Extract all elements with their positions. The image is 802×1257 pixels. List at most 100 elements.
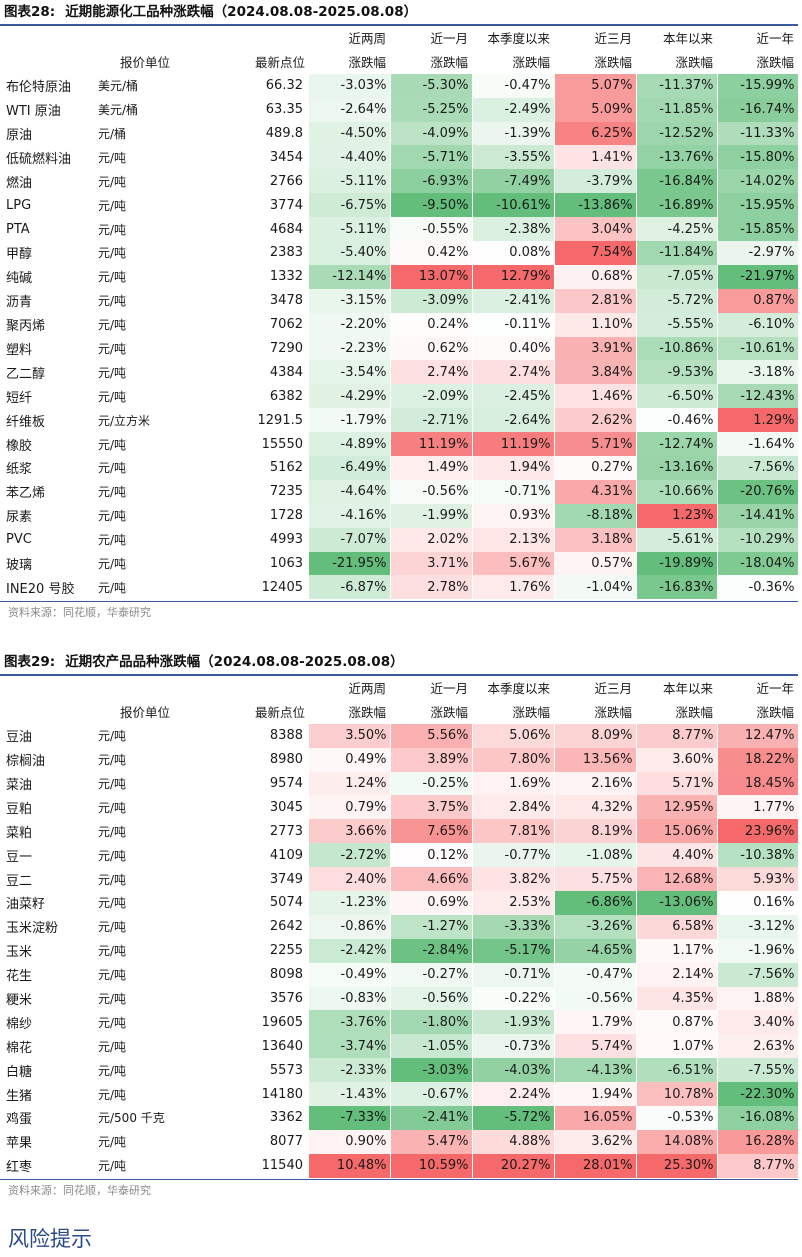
quote-unit: 元/吨 [98,944,127,959]
change-value: 0.62% [390,336,473,361]
change-value: 3.91% [554,336,637,361]
product-name: 聚丙烯 [6,319,46,335]
change-value: -2.71% [390,408,473,433]
change-value: 8.19% [554,819,637,844]
change-value: -16.74% [717,97,799,122]
change-value: 2.40% [309,867,391,892]
table-row: 豆二 元/吨 3749 2.40% 4.66% 3.82% 5.75% 12.68% 5.93% [0,867,799,892]
latest-price: 11540 [261,1158,303,1174]
change-value: -3.74% [309,1034,391,1059]
change-value: -4.13% [554,1058,637,1083]
change-value: -4.65% [554,938,637,963]
change-value: -0.27% [390,962,473,987]
change-value: -4.16% [309,503,391,528]
table-row: 白糖 元/吨 5573 -2.33% -3.03% -4.03% -4.13% -6.51% -… [0,1058,799,1083]
change-value: -1.96% [717,938,799,963]
change-value: -8.18% [554,503,637,528]
source-note: 资料来源：同花顺，华泰研究 [8,1184,151,1197]
quote-unit: 元/吨 [98,1159,127,1174]
quote-unit: 元/吨 [98,1063,127,1078]
change-value: -2.49% [472,97,555,122]
change-value: -5.30% [390,73,473,98]
change-value: 0.87% [717,288,799,313]
quote-unit: 元/吨 [98,533,127,548]
quote-unit: 元/吨 [98,509,127,524]
table-top-rule [0,674,798,676]
column-header: 涨跌幅 [430,705,468,721]
latest-price: 1728 [269,508,303,524]
change-value: -5.72% [472,1106,555,1130]
change-value: -15.99% [717,73,799,98]
product-name: 棉纱 [6,1016,33,1032]
change-value: 4.32% [554,795,637,820]
change-value: 3.62% [554,1129,637,1154]
product-name: 棕榈油 [6,754,46,770]
change-value: -0.86% [309,914,391,939]
quote-unit: 元/吨 [98,1039,127,1054]
product-name: 粳米 [6,993,33,1009]
change-value: -0.56% [554,986,637,1011]
table-row: 玉米 元/吨 2255 -2.42% -2.84% -5.17% -4.65% 1.17% -1… [0,938,799,963]
table-row: 玉米淀粉 元/吨 2642 -0.86% -1.27% -3.33% -3.26% 6.58%… [0,914,799,939]
change-value: 2.81% [554,288,637,313]
change-value: -9.53% [636,360,718,385]
change-value: -3.15% [309,288,391,313]
latest-price: 15550 [261,436,303,452]
latest-price: 2642 [269,919,303,935]
change-value: -3.18% [717,360,799,385]
change-value: 5.07% [554,73,637,98]
change-value: -4.64% [309,479,391,504]
change-value: 8.09% [554,723,637,748]
change-value: -3.79% [554,169,637,194]
product-name: 尿素 [6,510,33,526]
header-row-2: 报价单位 最新点位 涨跌幅 涨跌幅 涨跌幅 涨跌幅 涨跌幅 涨跌幅 [0,50,798,74]
column-header: 涨跌幅 [512,55,550,71]
product-name: 苹果 [6,1136,33,1152]
change-value: -5.72% [636,288,718,313]
header-row-1: 近两周 近一月 本季度以来 近三月 本年以来 近一年 [0,676,798,700]
change-value: 1.07% [636,1034,718,1059]
change-value: 2.16% [554,771,637,796]
latest-price: 5573 [269,1062,303,1078]
table-row: 苹果 元/吨 8077 0.90% 5.47% 4.88% 3.62% 14.08% 16.28… [0,1129,799,1154]
quote-unit: 元/吨 [98,1015,127,1030]
latest-price: 1291.5 [257,412,304,428]
latest-price: 63.35 [265,102,303,118]
change-value: 16.05% [554,1106,637,1130]
change-value: -5.11% [309,217,391,242]
column-header: 近一年 [756,31,794,47]
change-value: -12.14% [309,264,391,289]
product-name: 乙二醇 [6,366,46,382]
latest-price: 3774 [269,197,303,213]
change-value: -6.49% [309,456,391,480]
latest-price: 1063 [269,556,303,572]
table-row: LPG 元/吨 3774 -6.75% -9.50% -10.61% -13.86% -16.… [0,193,799,218]
change-value: 3.40% [717,1010,799,1035]
product-name: 豆粕 [6,801,33,817]
quote-unit: 元/吨 [98,365,127,380]
column-header: 涨跌幅 [675,55,713,71]
change-value: 12.68% [636,867,718,892]
table-top-rule [0,24,798,26]
quote-unit: 元/吨 [98,896,127,911]
change-value: -0.67% [390,1082,473,1107]
change-value: -2.09% [390,384,473,409]
change-value: 14.08% [636,1129,718,1154]
change-value: -2.97% [717,241,799,265]
change-value: -2.72% [309,843,391,868]
change-value: 7.65% [390,819,473,844]
column-header: 涨跌幅 [594,705,632,721]
change-value: 0.12% [390,843,473,868]
change-value: 8.77% [717,1153,799,1178]
change-value: -5.25% [390,97,473,122]
change-value: 1.79% [554,1010,637,1035]
change-value: -5.40% [309,241,391,265]
change-value: 2.13% [472,527,555,552]
column-header: 涨跌幅 [430,55,468,71]
change-value: -5.11% [309,169,391,194]
quote-unit: 元/吨 [98,1135,127,1150]
product-name: PVC [6,532,32,548]
change-value: -3.03% [309,73,391,98]
change-value: -6.50% [636,384,718,409]
change-value: -4.25% [636,217,718,242]
